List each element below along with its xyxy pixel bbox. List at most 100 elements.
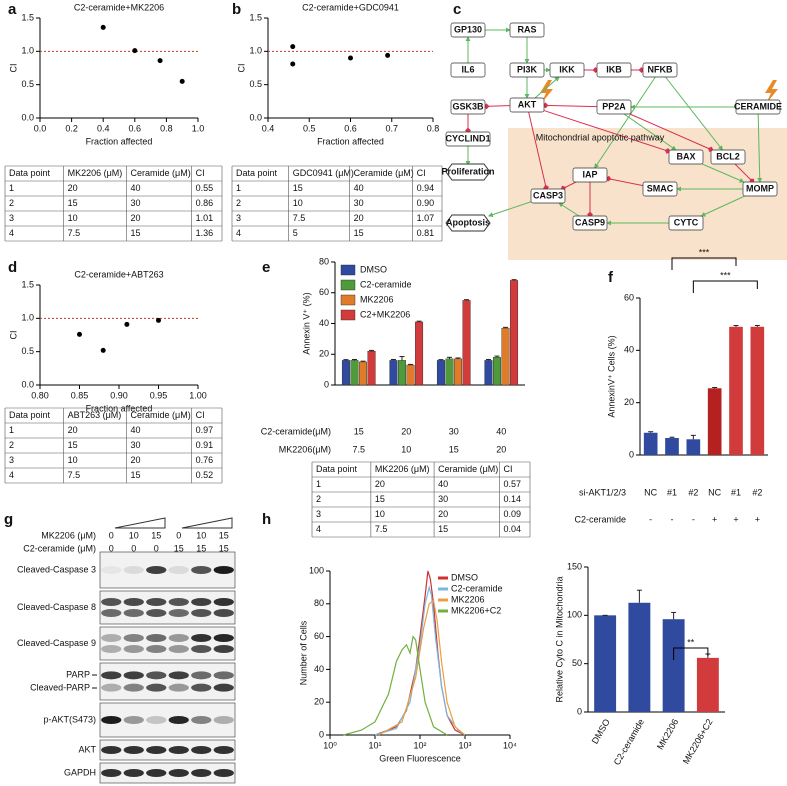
table-cell: 40 — [438, 479, 448, 489]
row-value: #1 — [667, 487, 677, 497]
table-cell: 3 — [316, 509, 321, 519]
row-value: 10 — [401, 444, 411, 454]
significance-label: *** — [720, 270, 731, 280]
x-tick-label: 10⁰ — [323, 740, 337, 750]
y-axis-label: Relative Cyto C in Mitochondria — [554, 576, 564, 702]
table-cell: 2 — [316, 494, 321, 504]
blot-label: Cleaved-PARP — [30, 682, 90, 692]
pathway-node — [642, 181, 678, 197]
table-header: Data point — [316, 464, 358, 474]
blot-band — [123, 598, 144, 606]
row-value: - — [649, 514, 652, 524]
table-cell: 40 — [354, 183, 364, 193]
table-header: Ceramide (μM) — [438, 464, 498, 474]
condition-label: MK2206 (μM) — [41, 530, 96, 540]
y-tick-label: 60 — [319, 287, 329, 297]
y-tick-label: 0.0 — [21, 379, 34, 389]
table-header: Data point — [9, 410, 51, 420]
table-cell: 0.90 — [417, 198, 435, 208]
y-tick-label: 1.0 — [21, 313, 34, 323]
blot-band — [146, 769, 167, 777]
blot-label: p-AKT(S473) — [43, 714, 96, 724]
y-axis-label: CI — [236, 64, 246, 73]
table-cell: 3 — [236, 213, 241, 223]
blot-band — [101, 671, 122, 680]
node-label: CASP3 — [533, 190, 563, 200]
node-label: BAX — [676, 151, 695, 161]
table-cell: 1 — [236, 183, 241, 193]
table-cell: 0.91 — [196, 440, 214, 450]
data-point — [348, 55, 353, 61]
x-tick-label: 0.0 — [34, 123, 47, 133]
bar — [501, 327, 510, 386]
bar — [389, 360, 398, 386]
table-header: Data point — [9, 168, 51, 178]
blot-band — [123, 566, 144, 574]
blot-band — [123, 609, 144, 617]
inhibition-edge — [543, 110, 671, 154]
activation-edge — [594, 76, 656, 169]
panel-label: g — [4, 511, 13, 528]
legend-label: C2-ceramide — [451, 583, 503, 593]
row-value: - — [692, 514, 695, 524]
y-tick-label: 60 — [314, 631, 324, 641]
activation-edge — [701, 163, 745, 183]
x-tick-label: 0.8 — [427, 123, 440, 133]
table-cell: 2 — [236, 198, 241, 208]
table-cell: 0.57 — [503, 479, 521, 489]
legend-label: MK2206 — [360, 294, 394, 304]
table-cell: 0.94 — [417, 183, 435, 193]
node-label: GP130 — [454, 24, 482, 34]
table-cell: 2 — [9, 198, 14, 208]
bar — [662, 619, 685, 712]
data-point — [77, 331, 82, 337]
blot-band — [168, 671, 189, 680]
pathway-node — [549, 62, 585, 78]
table-cell: 20 — [375, 479, 385, 489]
table-cell: 7.5 — [68, 228, 81, 238]
blot-band — [213, 671, 234, 680]
table-cell: 1 — [9, 183, 14, 193]
node-label: BCL2 — [716, 151, 740, 161]
table-cell: 1 — [9, 425, 14, 435]
blot-band — [101, 746, 122, 754]
x-tick-label: 0.7 — [385, 123, 398, 133]
blot-band — [146, 566, 167, 574]
x-tick-label: 0.2 — [65, 123, 78, 133]
x-tick-label: 0.90 — [110, 390, 128, 400]
blot-band — [123, 671, 144, 680]
bar — [686, 439, 701, 455]
data-point — [132, 48, 138, 54]
pathway-node — [450, 22, 486, 38]
table-cell: 4 — [9, 470, 14, 480]
bar — [415, 321, 424, 386]
condition-value: 15 — [219, 530, 229, 540]
series-line — [374, 585, 466, 736]
panel-label: c — [453, 1, 461, 18]
y-tick-label: 1.5 — [21, 279, 34, 289]
bar — [445, 358, 454, 386]
blot-band — [123, 746, 144, 754]
chart-title: C2-ceramide+MK2206 — [74, 2, 164, 12]
legend-label: C2+MK2206 — [360, 309, 410, 319]
y-axis-label: Number of Cells — [298, 620, 308, 685]
inhibition-edge — [528, 111, 549, 191]
condition-value: 0 — [109, 543, 114, 553]
node-label: AKT — [518, 99, 537, 109]
row-value: 15 — [354, 426, 364, 436]
blot-band — [101, 683, 122, 692]
bar — [454, 358, 462, 386]
pathway-node — [668, 215, 704, 231]
table-cell: 1 — [316, 479, 321, 489]
blot-label: GAPDH — [64, 767, 96, 777]
condition-value: 0 — [109, 530, 114, 540]
lightning-icon — [765, 80, 778, 104]
legend-swatch — [340, 309, 356, 321]
blot-band — [101, 769, 122, 777]
table-header: CI — [196, 168, 205, 178]
lightning-icon — [540, 80, 553, 104]
blot-band — [146, 645, 167, 653]
y-tick-label: 60 — [624, 292, 634, 302]
y-tick-label: 80 — [314, 598, 324, 608]
blot-label: AKT — [78, 744, 96, 754]
